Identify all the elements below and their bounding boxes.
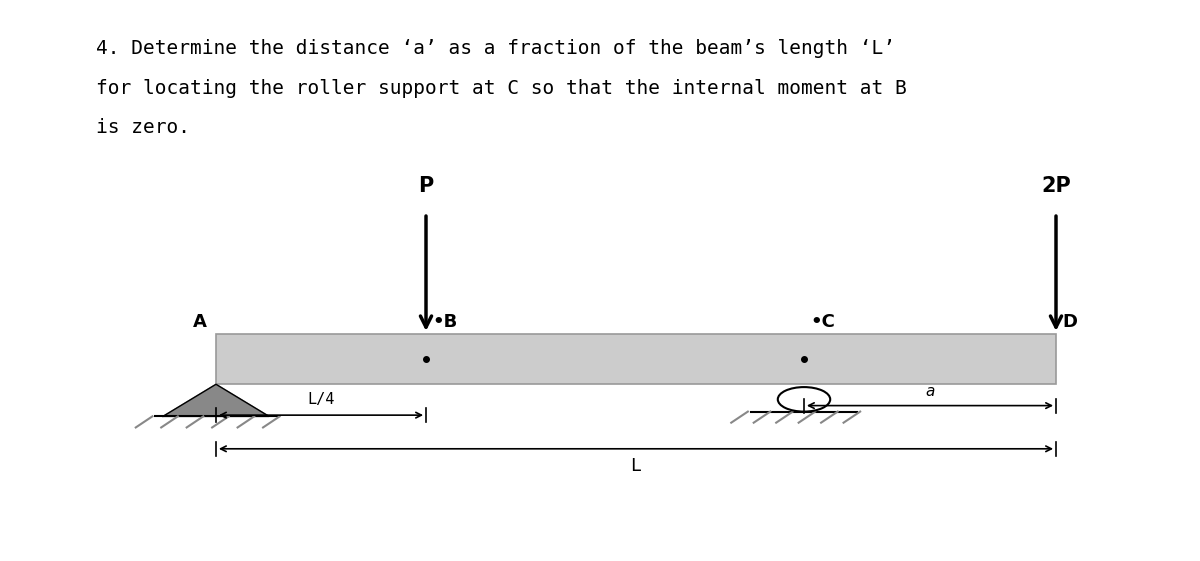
Circle shape bbox=[778, 387, 830, 412]
Text: •B: •B bbox=[432, 313, 457, 331]
Text: 2P: 2P bbox=[1042, 176, 1070, 196]
Text: •C: •C bbox=[810, 313, 835, 331]
Text: P: P bbox=[419, 176, 433, 196]
Polygon shape bbox=[163, 384, 269, 416]
Text: is zero.: is zero. bbox=[96, 118, 190, 137]
Text: D: D bbox=[1062, 313, 1078, 331]
Text: L: L bbox=[630, 457, 642, 475]
Text: a: a bbox=[925, 384, 935, 399]
Text: L/4: L/4 bbox=[307, 392, 335, 407]
Bar bbox=[216, 334, 1056, 384]
Text: for locating the roller support at C so that the internal moment at B: for locating the roller support at C so … bbox=[96, 79, 907, 98]
Text: 4. Determine the distance ‘a’ as a fraction of the beam’s length ‘L’: 4. Determine the distance ‘a’ as a fract… bbox=[96, 39, 895, 58]
Text: A: A bbox=[192, 313, 206, 331]
